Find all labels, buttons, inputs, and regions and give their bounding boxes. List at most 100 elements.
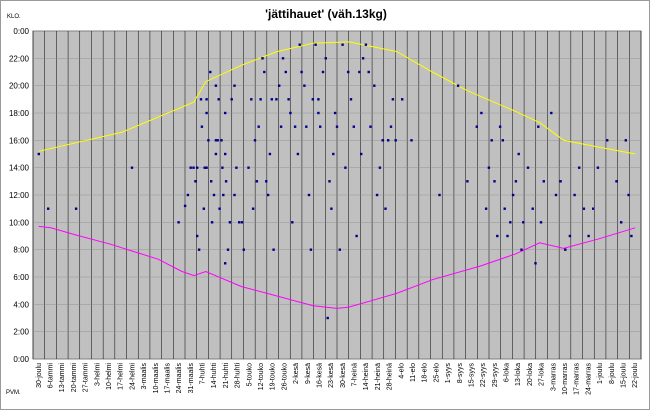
- y-tick-label: 20:00: [9, 82, 30, 91]
- data-point: [289, 111, 292, 115]
- data-point: [300, 70, 303, 74]
- data-point: [526, 166, 530, 169]
- data-point: [364, 43, 368, 46]
- data-point: [281, 57, 285, 60]
- data-point: [210, 221, 214, 224]
- data-point: [224, 152, 227, 156]
- data-point: [394, 139, 397, 142]
- data-point: [596, 166, 600, 169]
- x-tick-label: 23-kesä: [328, 363, 335, 388]
- data-point: [490, 139, 493, 142]
- data-point: [291, 221, 294, 224]
- data-point: [247, 166, 250, 169]
- y-tick-label: 8:00: [13, 246, 29, 255]
- data-point: [573, 193, 576, 197]
- x-tick-label: 6-loka: [504, 363, 511, 382]
- x-tick-label: 12-touko: [258, 363, 265, 390]
- data-point: [501, 139, 504, 142]
- x-tick-label: 2-kesä: [293, 363, 300, 384]
- data-point: [255, 180, 259, 183]
- y-tick-label: 0:00: [13, 27, 29, 36]
- data-point: [230, 98, 233, 101]
- data-point: [358, 70, 361, 74]
- data-point: [196, 166, 199, 169]
- data-point: [220, 139, 223, 142]
- data-point: [194, 180, 197, 183]
- data-point: [261, 57, 264, 60]
- data-point: [475, 125, 478, 128]
- data-point: [207, 139, 210, 142]
- data-point: [307, 193, 311, 197]
- data-point: [272, 248, 275, 251]
- data-point: [627, 193, 630, 197]
- data-point: [259, 98, 262, 101]
- data-point: [189, 166, 192, 169]
- x-tick-label: 24-helmi: [129, 363, 136, 390]
- data-point: [218, 207, 221, 210]
- data-point: [389, 125, 393, 128]
- x-tick-label: 20-tammi: [71, 363, 78, 393]
- x-tick-label: 9-kesä: [305, 363, 312, 384]
- data-point: [550, 111, 553, 115]
- x-tick-label: 7-heinä: [352, 363, 359, 386]
- data-point: [263, 70, 266, 74]
- data-point: [332, 152, 335, 156]
- data-point: [587, 234, 590, 238]
- data-point: [559, 180, 562, 183]
- data-point: [202, 207, 205, 210]
- data-point: [582, 207, 586, 210]
- data-point: [509, 221, 512, 224]
- x-tick-label: 27-tammi: [83, 363, 90, 393]
- data-point: [214, 152, 218, 156]
- x-tick-label: 16-kesä: [316, 363, 323, 388]
- data-point: [373, 84, 376, 87]
- data-point: [296, 152, 300, 156]
- data-point: [466, 180, 469, 183]
- data-point: [554, 193, 558, 197]
- x-tick-label: 30-joulu: [36, 363, 43, 388]
- x-tick-label: 28-heinä: [387, 363, 394, 390]
- data-point: [487, 166, 491, 169]
- y-tick-label: 12:00: [9, 191, 30, 200]
- chart-title: 'jättihauet' (väh.13kg): [265, 7, 387, 21]
- data-point: [391, 98, 395, 101]
- data-point: [183, 204, 187, 208]
- y-tick-label: 22:00: [9, 54, 30, 63]
- data-point: [317, 111, 320, 115]
- data-point: [496, 234, 499, 238]
- data-point: [199, 98, 203, 101]
- data-point: [620, 221, 623, 224]
- data-point: [321, 70, 325, 74]
- x-tick-label: 21-huhti: [223, 363, 230, 389]
- y-tick-label: 18:00: [9, 109, 30, 118]
- x-tick-label: 13-tammi: [59, 363, 66, 393]
- x-tick-label: 31-maalis: [188, 363, 195, 394]
- data-point: [224, 262, 227, 265]
- x-tick-label: 20-loka: [527, 363, 534, 386]
- x-tick-label: 8-joulu: [609, 363, 616, 384]
- data-point: [222, 193, 225, 197]
- data-point: [592, 207, 595, 210]
- x-tick-label: 28-huhti: [235, 363, 242, 389]
- y-tick-label: 2:00: [13, 328, 29, 337]
- data-point: [542, 180, 545, 183]
- x-tick-label: 1-joulu: [597, 363, 604, 384]
- data-point: [251, 207, 255, 210]
- x-tick-label: 3-helmi: [94, 363, 101, 386]
- x-tick-label: 22-syys: [480, 363, 487, 388]
- x-tick-label: 14-huhti: [211, 363, 218, 389]
- y-tick-label: 16:00: [9, 136, 30, 145]
- data-point: [279, 125, 283, 128]
- data-point: [624, 139, 627, 142]
- data-point: [369, 125, 372, 128]
- data-point: [177, 221, 180, 224]
- data-point: [401, 98, 404, 101]
- data-point: [328, 180, 331, 183]
- data-point: [212, 193, 216, 197]
- data-point: [265, 180, 268, 183]
- data-point: [253, 139, 257, 142]
- sunrise-line: [38, 225, 636, 309]
- data-point: [130, 166, 134, 169]
- x-tick-label: 14-heinä: [363, 363, 370, 390]
